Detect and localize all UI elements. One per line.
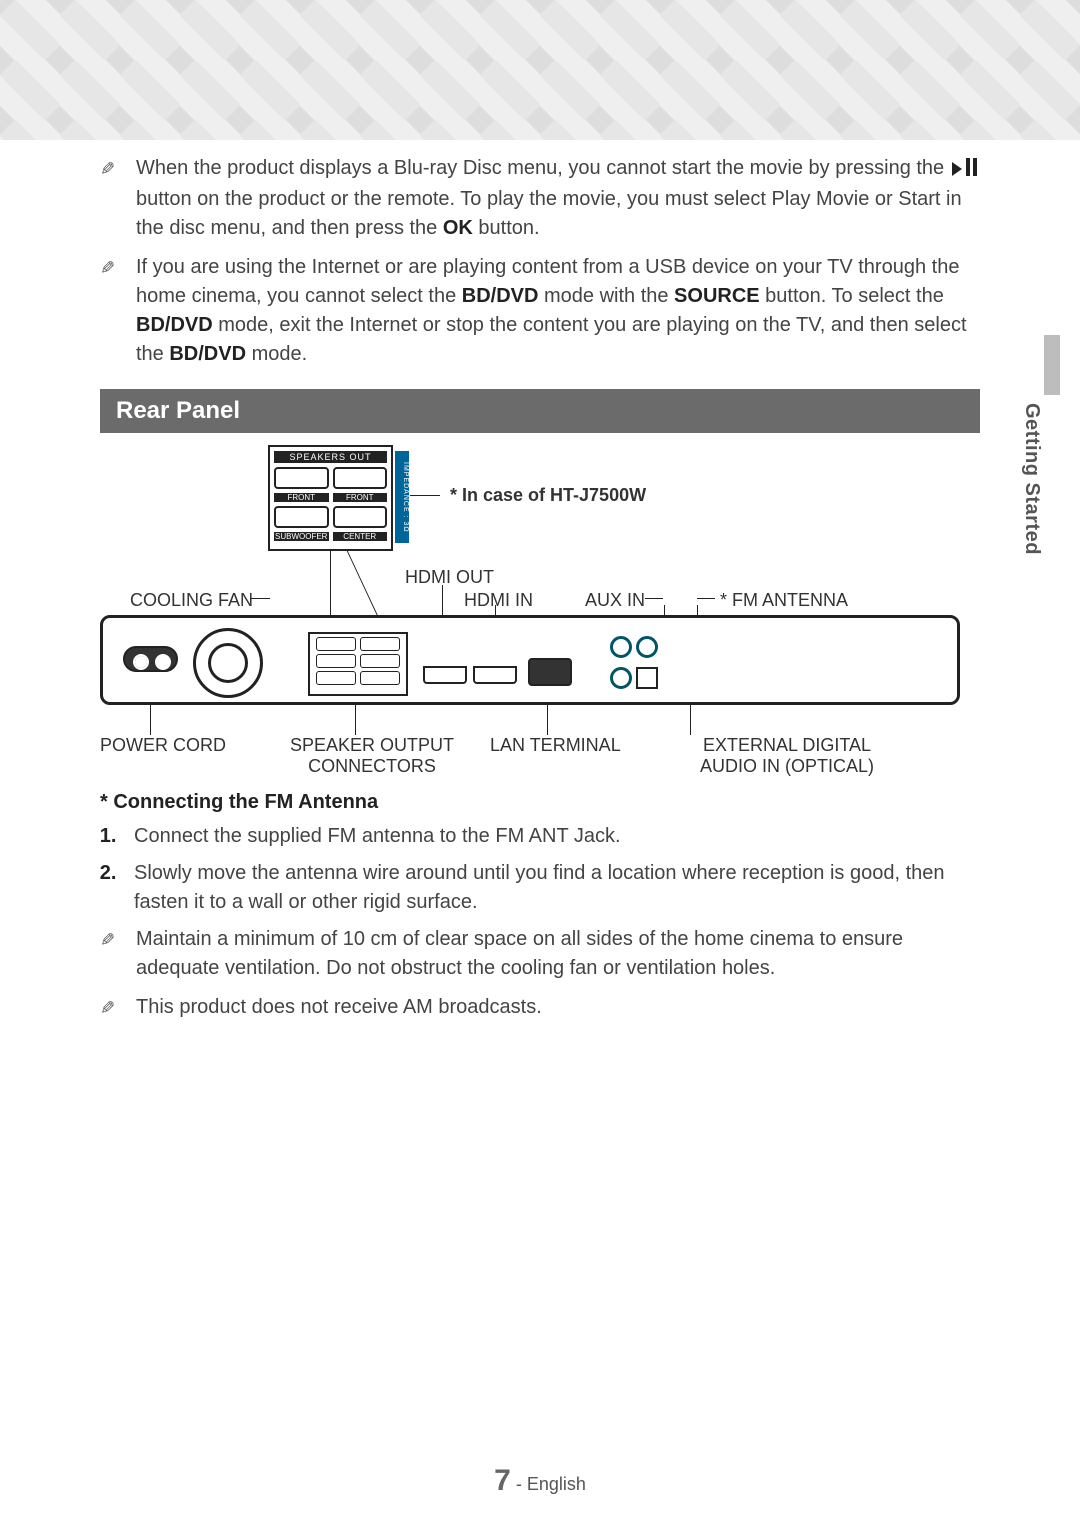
fm-antenna-heading: * Connecting the FM Antenna: [100, 791, 980, 814]
play-pause-icon: [952, 156, 977, 185]
hdmi-out-port: [423, 666, 467, 684]
impedance-strip: IMPEDANCE : 3Ω: [395, 451, 409, 543]
page-number: 7: [494, 1464, 511, 1497]
label-lan-terminal: LAN TERMINAL: [490, 735, 621, 756]
section-header: Rear Panel: [100, 389, 980, 433]
section-tab-label: Getting Started: [1020, 403, 1043, 555]
aux-optical-ports: [608, 634, 728, 696]
rear-panel-diagram: SPEAKERS OUT FRONT FRONT SUBWOOFER CENTE…: [100, 445, 980, 775]
label-power-cord: POWER CORD: [100, 735, 226, 756]
label-cooling-fan: COOLING FAN: [130, 590, 253, 611]
label-speaker-output: SPEAKER OUTPUT CONNECTORS: [290, 735, 454, 777]
speakers-out-callout: SPEAKERS OUT FRONT FRONT SUBWOOFER CENTE…: [268, 445, 393, 551]
speakers-out-label: SPEAKERS OUT: [274, 451, 387, 463]
page-language: English: [527, 1474, 586, 1494]
fm-steps-list: Connect the supplied FM antenna to the F…: [100, 822, 980, 917]
note-item: When the product displays a Blu-ray Disc…: [100, 154, 980, 243]
device-body: [100, 615, 960, 705]
note-item: This product does not receive AM broadca…: [100, 993, 980, 1022]
step-item: Connect the supplied FM antenna to the F…: [122, 822, 980, 851]
page-footer: 7 - English: [0, 1464, 1080, 1498]
top-notes-list: When the product displays a Blu-ray Disc…: [100, 154, 980, 369]
hdmi-in-port: [473, 666, 517, 684]
bottom-notes-list: Maintain a minimum of 10 cm of clear spa…: [100, 925, 980, 1022]
note-item: If you are using the Internet or are pla…: [100, 253, 980, 369]
product-note: * In case of HT-J7500W: [450, 485, 646, 506]
power-cord-port: [123, 646, 178, 672]
lan-port: [528, 658, 572, 686]
section-tab: Getting Started: [1020, 335, 1060, 555]
speaker-output-connectors: [308, 632, 408, 696]
label-hdmi-in: HDMI IN: [464, 590, 533, 611]
label-aux-in: AUX IN: [585, 590, 645, 611]
label-hdmi-out: HDMI OUT: [405, 567, 494, 588]
label-fm-antenna: * FM ANTENNA: [720, 590, 848, 611]
cooling-fan-icon: [193, 628, 263, 698]
page-header-pattern: [0, 0, 1080, 140]
note-item: Maintain a minimum of 10 cm of clear spa…: [100, 925, 980, 983]
label-external-digital: EXTERNAL DIGITAL AUDIO IN (OPTICAL): [700, 735, 874, 777]
step-item: Slowly move the antenna wire around unti…: [122, 859, 980, 917]
